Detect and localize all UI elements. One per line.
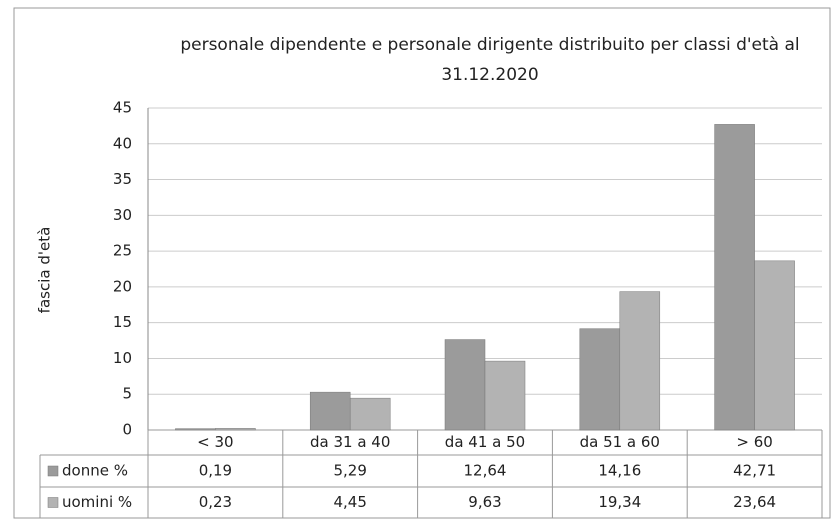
x-tick-label: da 31 a 40 bbox=[310, 433, 390, 451]
table-value: 5,29 bbox=[333, 462, 366, 480]
table-value: 9,63 bbox=[468, 493, 501, 511]
table-value: 4,45 bbox=[333, 493, 366, 511]
y-tick-label: 10 bbox=[113, 349, 132, 367]
bar bbox=[309, 391, 351, 431]
bar bbox=[215, 428, 256, 431]
bar bbox=[754, 260, 795, 431]
bar bbox=[349, 397, 391, 431]
table-value: 19,34 bbox=[598, 493, 641, 511]
legend-label: donne % bbox=[62, 462, 128, 480]
bar bbox=[444, 339, 486, 431]
y-tick-label: 5 bbox=[122, 385, 132, 403]
legend-key bbox=[47, 465, 59, 477]
legend-label: uomini % bbox=[62, 493, 132, 511]
bar bbox=[175, 428, 216, 431]
y-tick-label: 35 bbox=[113, 170, 132, 188]
table-value: 42,71 bbox=[733, 462, 776, 480]
table-value: 14,16 bbox=[598, 462, 641, 480]
table-value: 23,64 bbox=[733, 493, 776, 511]
x-tick-label: da 51 a 60 bbox=[580, 433, 660, 451]
y-tick-label: 15 bbox=[113, 313, 132, 331]
table-value: 0,19 bbox=[199, 462, 232, 480]
x-tick-label: < 30 bbox=[197, 433, 233, 451]
bar bbox=[579, 328, 621, 431]
y-tick-label: 20 bbox=[113, 277, 132, 295]
y-tick-label: 0 bbox=[122, 421, 132, 439]
bar bbox=[619, 291, 661, 431]
y-axis-label: fascia d'età bbox=[36, 227, 54, 314]
x-tick-label: da 41 a 50 bbox=[445, 433, 525, 451]
table-value: 0,23 bbox=[199, 493, 232, 511]
legend-key bbox=[47, 497, 59, 508]
y-tick-label: 30 bbox=[113, 206, 132, 224]
y-tick-label: 25 bbox=[113, 242, 132, 260]
y-tick-label: 45 bbox=[113, 99, 132, 117]
bar bbox=[484, 360, 526, 431]
bar bbox=[714, 124, 755, 431]
chart-title: personale dipendente e personale dirigen… bbox=[180, 35, 800, 85]
y-tick-label: 40 bbox=[113, 134, 132, 152]
table-value: 12,64 bbox=[464, 462, 507, 480]
x-tick-label: > 60 bbox=[736, 433, 772, 451]
